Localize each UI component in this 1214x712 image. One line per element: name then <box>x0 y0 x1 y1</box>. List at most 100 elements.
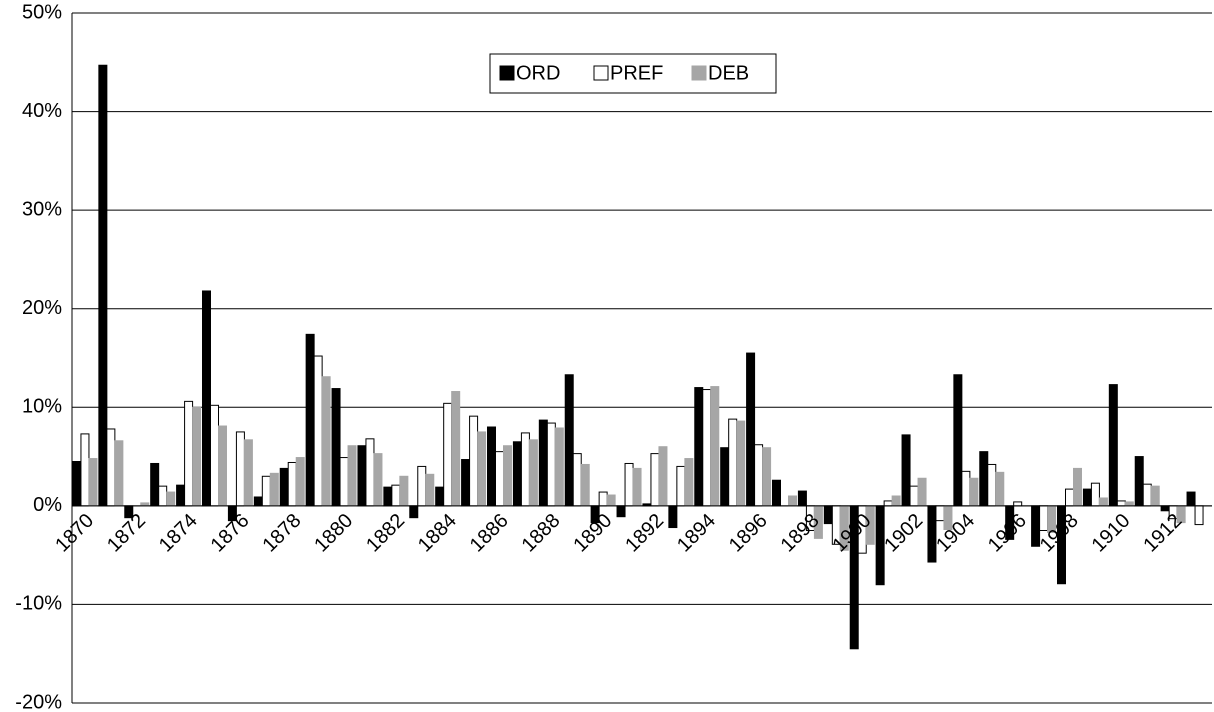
bar <box>668 505 678 529</box>
x-tick-label: 1906 <box>984 510 1031 557</box>
legend-swatch <box>691 65 707 81</box>
bar <box>243 439 253 507</box>
bar <box>961 470 971 507</box>
bar <box>728 418 738 507</box>
bar <box>176 484 186 507</box>
y-tick-label: 40% <box>22 100 62 122</box>
x-tick-label: 1890 <box>569 510 616 557</box>
bar <box>313 355 323 507</box>
bar <box>88 458 98 507</box>
legend-swatch <box>499 65 515 81</box>
bar <box>365 438 375 507</box>
x-tick-label: 1884 <box>414 510 461 557</box>
bar <box>927 505 937 563</box>
bar <box>995 471 1005 507</box>
legend-box <box>489 53 777 94</box>
y-tick-label: 30% <box>22 198 62 220</box>
bar <box>383 486 393 507</box>
bar <box>528 439 538 507</box>
bar <box>210 404 219 507</box>
x-tick-label: 1888 <box>518 510 565 557</box>
bar <box>417 465 427 507</box>
bar <box>598 491 608 507</box>
bar <box>1150 485 1160 507</box>
bar <box>235 431 245 507</box>
bar <box>917 477 927 507</box>
y-tick-label: -20% <box>15 691 62 712</box>
bar <box>287 461 297 507</box>
bar <box>797 490 807 507</box>
bar <box>616 505 626 518</box>
bar <box>746 352 756 507</box>
bar <box>443 402 453 507</box>
legend: ORD PREF DEB <box>489 53 777 94</box>
bar <box>720 447 730 507</box>
bar <box>1142 483 1152 507</box>
bar <box>754 444 764 507</box>
bar <box>1124 501 1134 507</box>
bar <box>106 428 116 507</box>
bar <box>1090 482 1100 507</box>
bar <box>987 463 997 507</box>
bar <box>546 422 556 507</box>
bar <box>98 64 108 507</box>
bar <box>114 440 124 507</box>
bar <box>1039 505 1049 532</box>
y-tick-label: 0% <box>33 494 62 516</box>
bar <box>1194 505 1204 526</box>
x-tick-label: 1896 <box>725 510 772 557</box>
bar <box>80 433 90 507</box>
bar <box>409 505 419 519</box>
bar <box>158 485 168 507</box>
bar <box>650 453 660 507</box>
bar <box>1134 456 1144 507</box>
bar <box>580 463 590 507</box>
bar <box>202 290 211 507</box>
bar <box>606 494 616 507</box>
bar <box>184 400 194 507</box>
bar <box>969 477 979 507</box>
y-tick-label: 10% <box>22 396 62 418</box>
bar <box>391 484 401 507</box>
bar <box>1065 488 1074 507</box>
bar <box>823 505 833 525</box>
bar <box>261 475 271 507</box>
bar <box>572 453 582 507</box>
bar <box>676 465 686 507</box>
legend-label: ORD <box>516 62 560 84</box>
x-tick-label: 1892 <box>621 510 668 557</box>
x-tick-label: 1880 <box>310 510 357 557</box>
bar <box>909 485 919 507</box>
bar <box>684 458 694 507</box>
bar <box>321 376 331 507</box>
x-tick-label: 1872 <box>103 510 150 557</box>
bar <box>1116 500 1126 507</box>
legend-label: PREF <box>610 62 663 84</box>
bar <box>451 391 461 507</box>
bar <box>883 500 893 507</box>
bar <box>357 445 367 507</box>
bar <box>331 388 341 507</box>
bar <box>564 374 574 507</box>
bar <box>425 473 435 507</box>
y-tick-label: -10% <box>15 593 62 615</box>
bar <box>218 425 227 507</box>
bar <box>435 486 445 507</box>
bar <box>72 461 82 507</box>
x-tick-label: 1882 <box>362 510 409 557</box>
x-tick-label: 1870 <box>51 510 98 557</box>
bar <box>762 447 772 507</box>
bar <box>694 387 704 507</box>
bar <box>624 462 634 507</box>
bar <box>658 446 668 507</box>
bar <box>632 467 642 507</box>
bar <box>150 462 160 507</box>
bar <box>710 386 720 507</box>
bar <box>495 451 504 507</box>
bar <box>339 457 349 507</box>
bar <box>295 457 305 507</box>
bar <box>279 467 289 507</box>
bar <box>1108 384 1118 507</box>
bar <box>772 479 781 507</box>
bar <box>979 451 989 507</box>
